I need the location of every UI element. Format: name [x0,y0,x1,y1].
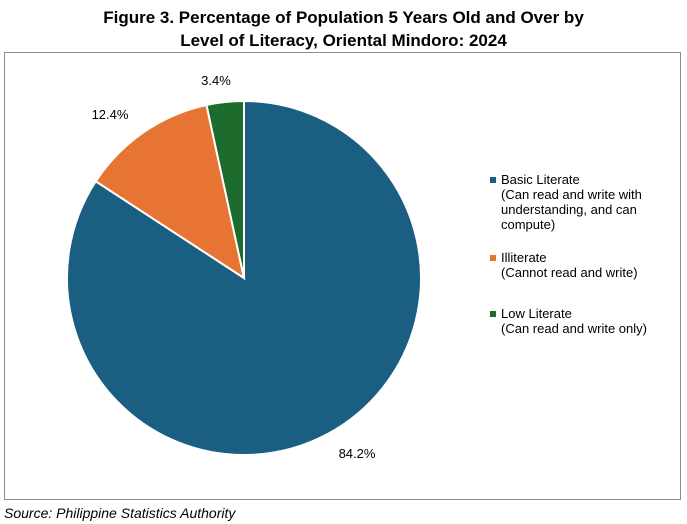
legend-label: Low Literate [501,306,572,321]
data-label-illiterate: 12.4% [92,107,129,122]
chart-frame [4,52,681,500]
legend: Basic Literate (Can read and write with un… [490,172,685,354]
legend-item-low-literate: Low Literate (Can read and write only) [490,306,685,336]
legend-description: (Can read and write with [501,187,642,202]
pie-slice-illiterate [94,103,246,281]
legend-description: understanding, and can [501,202,637,217]
legend-description: (Cannot read and write) [501,265,638,280]
legend-label: Basic Literate [501,172,580,187]
legend-description: (Can read and write only) [501,321,647,336]
chart-title-line-1: Figure 3. Percentage of Population 5 Yea… [103,8,584,27]
chart-title-line-2: Level of Literacy, Oriental Mindoro: 202… [180,31,507,50]
legend-item-illiterate: Illiterate (Cannot read and write) [490,250,685,280]
legend-label: Illiterate [501,250,547,265]
legend-swatch [490,177,496,183]
legend-item-basic-literate: Basic Literate (Can read and write with un… [490,172,685,232]
pie-slice-low-literate [205,99,245,279]
data-label-low-literate: 3.4% [201,73,231,88]
data-label-basic-literate: 84.2% [339,446,376,461]
chart-title: Figure 3. Percentage of Population 5 Yea… [0,6,687,52]
legend-swatch [490,255,496,261]
legend-description: compute) [501,217,556,232]
legend-swatch [490,311,496,317]
source-note: Source: Philippine Statistics Authority [4,505,236,521]
